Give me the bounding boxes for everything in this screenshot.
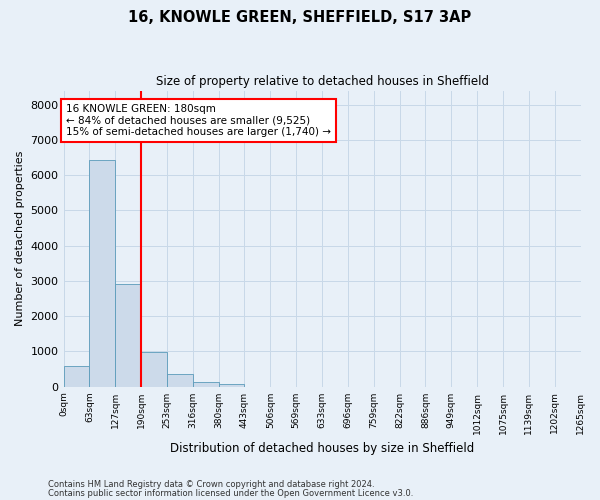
Bar <box>115 284 141 387</box>
Bar <box>218 384 244 386</box>
Text: Contains HM Land Registry data © Crown copyright and database right 2024.: Contains HM Land Registry data © Crown c… <box>48 480 374 489</box>
Bar <box>89 160 115 386</box>
Bar <box>193 382 218 386</box>
Title: Size of property relative to detached houses in Sheffield: Size of property relative to detached ho… <box>155 75 488 88</box>
Text: Contains public sector information licensed under the Open Government Licence v3: Contains public sector information licen… <box>48 490 413 498</box>
Y-axis label: Number of detached properties: Number of detached properties <box>15 151 25 326</box>
Bar <box>167 374 193 386</box>
Text: 16 KNOWLE GREEN: 180sqm
← 84% of detached houses are smaller (9,525)
15% of semi: 16 KNOWLE GREEN: 180sqm ← 84% of detache… <box>66 104 331 137</box>
Bar <box>64 366 89 386</box>
Text: 16, KNOWLE GREEN, SHEFFIELD, S17 3AP: 16, KNOWLE GREEN, SHEFFIELD, S17 3AP <box>128 10 472 25</box>
X-axis label: Distribution of detached houses by size in Sheffield: Distribution of detached houses by size … <box>170 442 474 455</box>
Bar <box>141 352 167 386</box>
